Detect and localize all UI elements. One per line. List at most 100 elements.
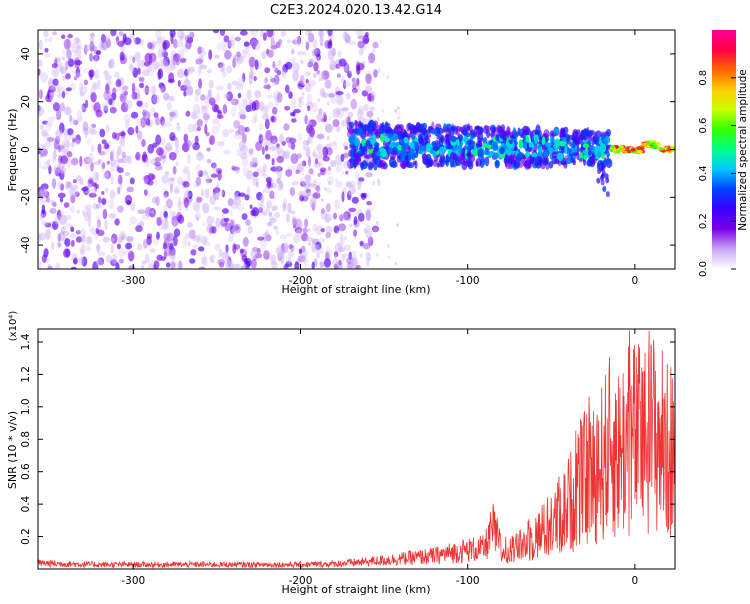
heatmap-cell <box>291 181 299 186</box>
heatmap-cell <box>118 31 124 37</box>
heatmap-cell <box>63 38 71 50</box>
heatmap-cell <box>228 211 233 216</box>
heatmap-cell <box>363 227 368 234</box>
heatmap-cell <box>54 214 63 225</box>
heatmap-cell <box>364 85 373 93</box>
heatmap-cell <box>248 71 255 80</box>
heatmap-cell <box>332 108 337 120</box>
heatmap-cell <box>341 253 348 258</box>
heatmap-cell <box>482 136 488 146</box>
heatmap-cell <box>246 186 251 196</box>
heatmap-cell <box>90 92 97 103</box>
heatmap-cell <box>196 151 204 161</box>
heatmap-cell <box>307 228 311 233</box>
heatmap-cell <box>335 154 343 166</box>
heatmap-cell <box>351 87 358 94</box>
heatmap-cell <box>504 147 511 155</box>
heatmap-cell <box>165 198 173 209</box>
heatmap-cell <box>600 174 604 181</box>
heatmap-cell <box>177 49 185 60</box>
heatmap-cell <box>334 199 340 210</box>
heatmap-cell <box>273 94 277 101</box>
heatmap-cell <box>413 152 419 158</box>
heatmap-cell <box>233 263 241 269</box>
heatmap-cell <box>233 223 241 234</box>
heatmap-cell <box>335 260 343 269</box>
heatmap-cell <box>110 243 114 254</box>
heatmap-cell <box>170 254 176 262</box>
heatmap-cell <box>48 36 53 43</box>
heatmap-cell <box>299 223 303 227</box>
heatmap-cell <box>475 140 483 150</box>
heatmap-cell <box>108 58 115 69</box>
heatmap-cell <box>231 97 236 106</box>
heatmap-cell <box>324 123 333 134</box>
heatmap-cell <box>300 233 309 242</box>
heatmap-cell <box>168 151 177 161</box>
heatmap-cell <box>225 262 234 269</box>
heatmap-cell <box>325 203 331 213</box>
heatmap-cell <box>341 171 345 175</box>
heatmap-cell <box>264 67 271 74</box>
heatmap-cell <box>44 222 52 228</box>
heatmap-cell <box>226 91 233 102</box>
heatmap-cell <box>377 182 381 187</box>
heatmap-cell <box>506 159 512 164</box>
heatmap-cell <box>124 247 128 256</box>
heatmap-cell <box>333 225 340 234</box>
heatmap-cell <box>322 155 330 162</box>
y-tick-label: 0.8 <box>20 431 32 448</box>
heatmap-cell <box>298 190 306 198</box>
heatmap-cell <box>103 89 112 101</box>
heatmap-cell <box>345 264 349 269</box>
heatmap-cell <box>74 139 81 146</box>
heatmap-cell <box>75 236 83 243</box>
heatmap-cell <box>65 223 73 228</box>
heatmap-cell <box>119 95 125 101</box>
heatmap-cell <box>389 157 396 167</box>
heatmap-cell <box>186 172 191 183</box>
heatmap-cell <box>83 44 90 52</box>
heatmap-cell <box>371 99 375 104</box>
heatmap-cell <box>109 189 116 199</box>
heatmap-cell <box>79 116 83 122</box>
heatmap-cell <box>337 50 342 58</box>
heatmap-cell <box>173 228 181 238</box>
heatmap-cell <box>149 207 156 218</box>
heatmap-cell <box>250 156 256 166</box>
heatmap-cell <box>325 225 333 234</box>
heatmap-cell <box>372 41 379 49</box>
heatmap-cell <box>339 214 344 222</box>
heatmap-cell <box>208 97 216 106</box>
heatmap-cell <box>328 116 332 120</box>
heatmap-cell <box>517 161 524 168</box>
heatmap-cell <box>325 187 333 194</box>
heatmap-cell <box>163 190 169 198</box>
heatmap-cell <box>241 133 247 143</box>
heatmap-cell <box>349 180 357 187</box>
heatmap-cell <box>68 186 75 197</box>
heatmap-cell <box>273 225 278 230</box>
heatmap-cell <box>444 159 448 165</box>
heatmap-cell <box>85 99 89 109</box>
heatmap-cell <box>39 123 44 131</box>
heatmap-cell <box>308 191 312 196</box>
heatmap-cell <box>187 141 195 148</box>
heatmap-cell <box>655 142 661 146</box>
heatmap-cell <box>79 104 85 111</box>
heatmap-cell <box>278 178 282 189</box>
heatmap-cell <box>76 45 83 51</box>
heatmap-cell <box>350 98 358 110</box>
heatmap-cell <box>364 129 370 137</box>
heatmap-cell <box>61 56 66 61</box>
heatmap-cell <box>70 184 79 191</box>
x-tick-label: -100 <box>456 275 480 287</box>
heatmap-cell <box>267 49 274 58</box>
heatmap-cell <box>375 221 379 226</box>
heatmap-cell <box>307 156 312 167</box>
heatmap-cell <box>524 126 531 132</box>
heatmap-cell <box>75 67 81 78</box>
heatmap-cell <box>52 150 57 160</box>
heatmap-cell <box>340 119 348 127</box>
